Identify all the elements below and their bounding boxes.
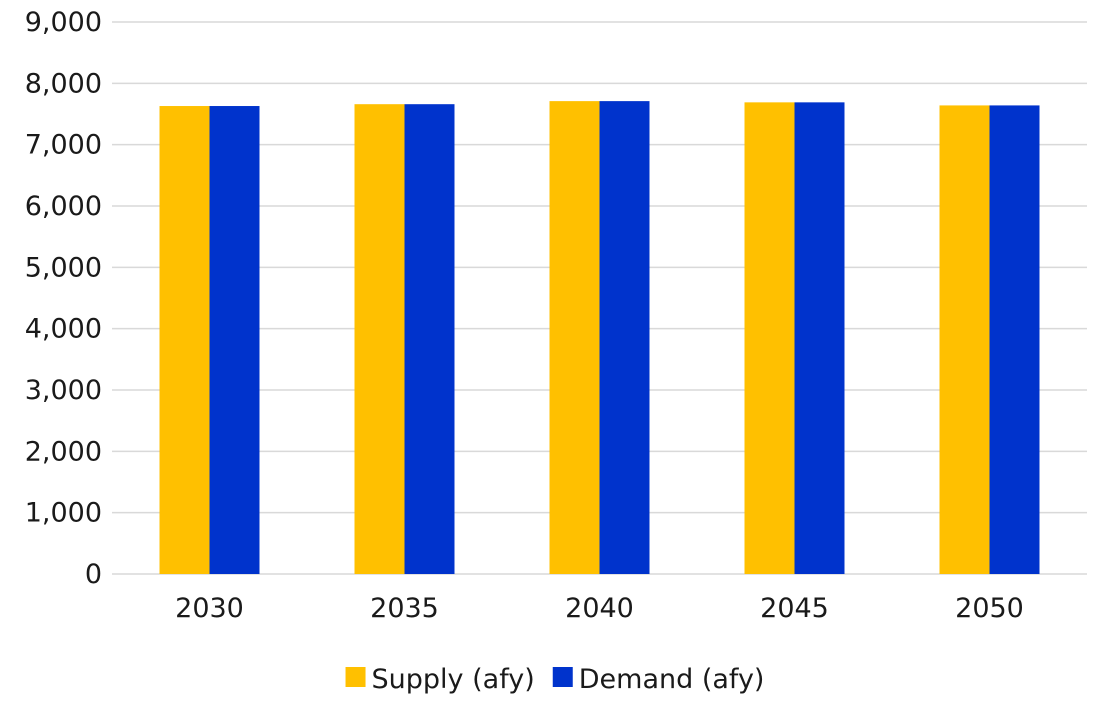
x-tick-label: 2050 [955, 593, 1024, 624]
bar-supply-2040 [549, 101, 600, 575]
y-tick-label: 5,000 [25, 252, 102, 283]
bar-demand-2030 [209, 106, 260, 574]
y-tick-label: 8,000 [25, 68, 102, 99]
legend-label-demand: Demand (afy) [579, 664, 765, 695]
y-tick-label: 7,000 [25, 130, 102, 161]
legend-swatch-supply [345, 667, 366, 687]
y-tick-label: 3,000 [25, 375, 102, 406]
y-tick-label: 9,000 [25, 7, 102, 38]
y-tick-label: 6,000 [25, 191, 102, 222]
y-tick-label: 1,000 [25, 498, 102, 529]
x-axis: 2030 2035 2040 2045 2050 [175, 593, 1024, 624]
x-tick-label: 2045 [760, 593, 829, 624]
x-tick-label: 2035 [370, 593, 439, 624]
bar-supply-2030 [159, 106, 210, 574]
bar-demand-2035 [404, 104, 455, 574]
legend-swatch-demand [552, 667, 573, 687]
y-axis: 0 1,000 2,000 3,000 4,000 5,000 6,000 7,000 8,00… [25, 7, 102, 590]
bar-supply-2035 [354, 104, 405, 574]
legend-label-supply: Supply (afy) [372, 664, 535, 695]
bar-demand-2050 [989, 105, 1040, 574]
legend: Supply (afy) Demand (afy) [345, 664, 765, 695]
bar-demand-2040 [599, 101, 650, 575]
bar-supply-2045 [744, 102, 795, 574]
x-tick-label: 2030 [175, 593, 244, 624]
bars [159, 101, 1040, 575]
y-tick-label: 0 [85, 559, 102, 590]
x-tick-label: 2040 [565, 593, 634, 624]
bar-supply-2050 [939, 105, 990, 574]
y-tick-label: 2,000 [25, 436, 102, 467]
y-tick-label: 4,000 [25, 314, 102, 345]
bar-demand-2045 [794, 102, 845, 574]
